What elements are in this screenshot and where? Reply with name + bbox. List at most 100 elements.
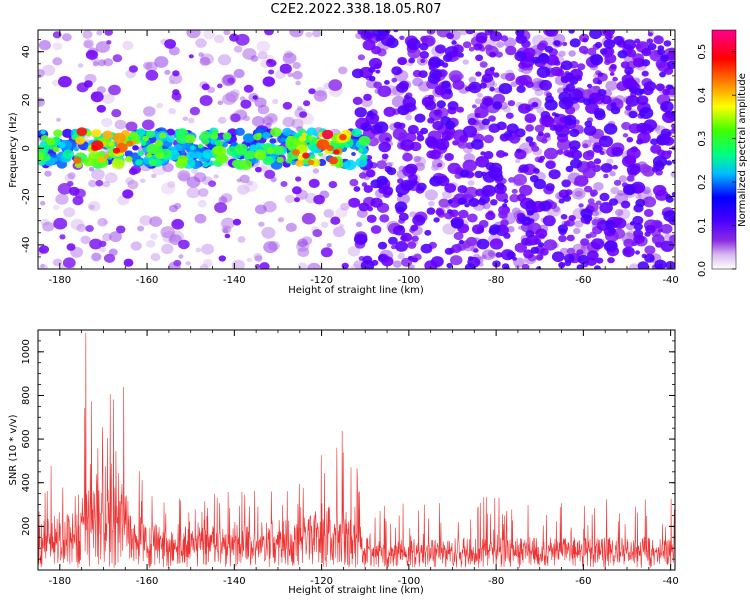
spectrogram-blob <box>40 200 46 206</box>
spectrogram-blob <box>496 150 506 158</box>
spectrogram-blob <box>388 236 398 245</box>
spectrogram-blob <box>450 219 456 224</box>
spectrogram-blob <box>623 184 636 196</box>
spectrogram-blob <box>202 161 209 168</box>
spectrogram-blob <box>404 94 410 100</box>
snr-y-axis: 200 400 600 800 1000 <box>21 329 675 571</box>
spectrogram-blob <box>348 197 361 208</box>
spectrogram-blob <box>467 117 477 126</box>
spectrogram-blob <box>142 119 155 131</box>
spectrogram-blob <box>519 184 533 196</box>
spectrogram-blob <box>167 181 176 188</box>
spectrogram-blob <box>433 217 440 223</box>
spectrogram-x-tick-label: -160 <box>136 275 159 286</box>
spectrogram-blob <box>660 128 672 138</box>
spectrogram-blob <box>468 81 482 94</box>
spectrogram-blob <box>125 121 138 132</box>
snr-y-tick-label: 1000 <box>21 339 32 364</box>
spectrogram-blob <box>214 139 224 147</box>
spectrogram-blob <box>343 159 357 171</box>
spectrogram-blob <box>246 180 253 186</box>
spectrogram-blob <box>485 44 493 51</box>
spectrogram-blob <box>233 68 245 79</box>
spectrogram-blob <box>193 151 203 159</box>
spectrogram-blob <box>629 221 636 226</box>
snr-x-tick-label: -160 <box>136 576 159 587</box>
spectrogram-blob <box>452 140 459 146</box>
spectrogram-blob <box>655 59 667 69</box>
spectrogram-blob <box>605 220 616 229</box>
spectrogram-blob <box>663 210 675 222</box>
spectrogram-blob <box>476 238 490 250</box>
spectrogram-blob <box>351 152 356 156</box>
spectrogram-blob <box>292 186 302 195</box>
spectrogram-blob <box>488 115 496 122</box>
spectrogram-blob <box>55 193 69 205</box>
spectrogram-blob <box>416 182 427 192</box>
spectrogram-blob <box>558 261 566 268</box>
spectrogram-blob <box>358 202 370 212</box>
spectrogram-blob <box>665 196 674 203</box>
spectrogram-blob <box>393 121 402 129</box>
spectrogram-blob <box>545 183 555 192</box>
spectrogram-blob <box>590 54 604 66</box>
spectrogram-blob <box>237 236 246 243</box>
spectrogram-blob <box>200 130 211 140</box>
spectrogram-blob <box>328 181 338 189</box>
spectrogram-blob <box>609 171 616 177</box>
spectrogram-blob <box>452 79 465 90</box>
spectrogram-blob <box>68 186 80 196</box>
spectrogram-blob <box>599 202 613 214</box>
spectrogram-blob <box>195 247 202 253</box>
spectrogram-blob <box>518 164 529 173</box>
spectrogram-blob <box>168 204 179 213</box>
spectrogram-blob <box>256 40 271 53</box>
spectrogram-blob <box>597 80 603 85</box>
spectrogram-blob <box>355 221 363 228</box>
spectrogram-blob <box>446 32 454 40</box>
spectrogram-blob <box>75 136 85 145</box>
spectrogram-blob <box>395 241 408 252</box>
spectrogram-blob <box>397 192 403 198</box>
spectrogram-blob <box>102 130 114 140</box>
spectrogram-blob <box>516 85 526 93</box>
spectrogram-blob <box>503 232 511 239</box>
spectrogram-blob <box>641 59 651 67</box>
spectrogram-blob <box>474 98 483 105</box>
spectrogram-blob <box>91 252 102 262</box>
spectrogram-blob <box>475 54 484 62</box>
spectrogram-blob <box>543 239 558 251</box>
spectrogram-blob <box>574 190 583 198</box>
spectrogram-blob <box>538 242 544 248</box>
spectrogram-blob <box>366 110 374 117</box>
spectrogram-blob <box>414 113 426 123</box>
spectrogram-blob <box>261 226 276 239</box>
spectrogram-blob <box>381 153 389 160</box>
spectrogram-blob <box>231 259 245 269</box>
spectrogram-blob <box>239 159 253 171</box>
spectrogram-blob <box>231 159 242 168</box>
spectrogram-blob <box>521 238 530 246</box>
spectrogram-blob <box>489 31 503 42</box>
spectrogram-blob <box>169 73 183 85</box>
spectrogram-blob <box>191 168 198 174</box>
spectrogram-blob <box>589 30 602 40</box>
spectrogram-blob <box>660 223 673 234</box>
spectrogram-blob <box>482 97 494 107</box>
spectrogram-blob <box>132 145 139 151</box>
spectrogram-blob <box>578 45 589 54</box>
spectrogram-blob <box>396 82 409 93</box>
spectrogram-blob <box>558 50 566 57</box>
spectrogram-blob <box>363 185 373 193</box>
spectrogram-blob <box>568 30 575 34</box>
spectrogram-blob <box>603 240 618 253</box>
spectrogram-blob <box>487 250 496 257</box>
spectrogram-blob <box>111 158 125 169</box>
spectrogram-blob <box>560 214 568 220</box>
spectrogram-blob <box>338 66 348 75</box>
spectrogram-blob <box>97 59 107 67</box>
spectrogram-blob <box>468 76 477 84</box>
spectrogram-blob <box>223 30 231 36</box>
spectrogram-blob <box>340 202 350 211</box>
